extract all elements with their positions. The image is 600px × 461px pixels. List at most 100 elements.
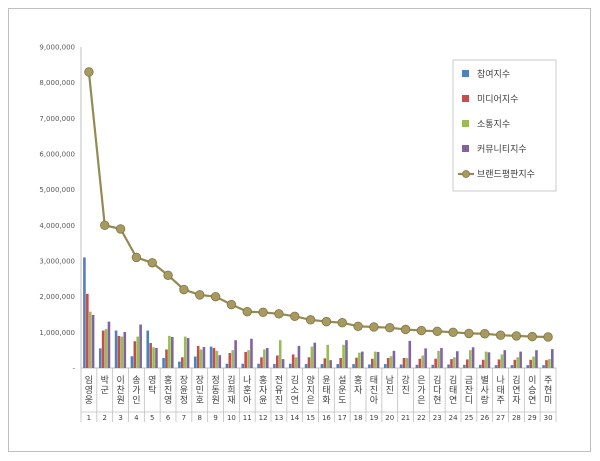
bar-미디어지수-26	[481, 359, 485, 368]
rank-label-1: 1	[87, 414, 91, 422]
bar-미디어지수-30	[545, 360, 548, 368]
point-브랜드평판지수-5	[147, 258, 157, 268]
bar-소통지수-7	[183, 336, 187, 368]
y-tick-label: 1,000,000	[39, 329, 75, 337]
bar-소통지수-8	[199, 349, 203, 368]
y-tick-label: 4,000,000	[39, 222, 75, 230]
point-브랜드평판지수-6	[163, 270, 173, 280]
bar-소통지수-23	[437, 350, 440, 368]
bar-미디어지수-20	[386, 358, 390, 368]
y-tick-label: 3,000,000	[39, 258, 75, 266]
bar-참여지수-29	[526, 365, 530, 368]
rank-label-6: 6	[166, 414, 171, 422]
point-브랜드평판지수-20	[385, 322, 395, 333]
bar-미디어지수-27	[497, 359, 501, 368]
point-브랜드평판지수-27	[495, 330, 506, 340]
bar-소통지수-12	[263, 349, 266, 368]
bar-미디어지수-1	[86, 293, 89, 368]
point-브랜드평판지수-14	[290, 311, 300, 321]
rank-label-13: 13	[274, 414, 283, 422]
bar-커뮤니티지수-15	[313, 342, 317, 368]
bar-소통지수-28	[516, 357, 520, 368]
bar-커뮤니티지수-28	[519, 351, 522, 368]
bar-커뮤니티지수-8	[202, 346, 206, 368]
rank-label-26: 26	[480, 414, 489, 422]
bar-소통지수-14	[294, 357, 298, 368]
bar-커뮤니티지수-7	[186, 338, 190, 368]
bar-참여지수-9	[209, 346, 213, 368]
bar-소통지수-13	[278, 340, 282, 368]
bar-소통지수-30	[548, 359, 551, 368]
bar-미디어지수-6	[165, 349, 168, 368]
y-tick-label: 8,000,000	[39, 79, 75, 87]
bar-참여지수-4	[130, 356, 134, 368]
bar-미디어지수-5	[149, 343, 152, 368]
bar-미디어지수-10	[228, 353, 232, 368]
legend-swatch-커뮤니티지수	[462, 145, 469, 152]
bar-커뮤니티지수-10	[234, 340, 237, 368]
bar-참여지수-2	[98, 348, 102, 368]
bar-참여지수-7	[178, 361, 181, 368]
point-브랜드평판지수-30	[543, 332, 553, 342]
bar-커뮤니티지수-16	[329, 360, 332, 368]
point-브랜드평판지수-25	[464, 328, 474, 339]
bar-참여지수-14	[288, 363, 292, 368]
bar-커뮤니티지수-29	[535, 350, 538, 368]
rank-label-29: 29	[528, 414, 537, 422]
bar-참여지수-12	[257, 363, 260, 368]
bar-커뮤니티지수-25	[471, 347, 475, 368]
bar-참여지수-23	[431, 364, 435, 368]
rank-label-9: 9	[213, 414, 217, 422]
bar-참여지수-3	[114, 330, 118, 368]
point-브랜드평판지수-15	[305, 315, 316, 325]
rank-label-11: 11	[243, 414, 252, 422]
bar-소통지수-20	[389, 356, 393, 368]
bar-참여지수-10	[225, 363, 229, 368]
bar-미디어지수-13	[276, 355, 279, 368]
bar-커뮤니티지수-27	[503, 350, 507, 368]
y-tick-label: 9,000,000	[39, 44, 75, 52]
point-브랜드평판지수-10	[226, 299, 237, 310]
bar-소통지수-5	[152, 347, 155, 368]
bar-소통지수-24	[453, 357, 456, 368]
y-tick-label: -	[72, 365, 75, 373]
bar-참여지수-21	[399, 364, 403, 368]
bar-커뮤니티지수-6	[170, 336, 174, 368]
bar-소통지수-22	[421, 355, 425, 368]
bar-참여지수-16	[320, 364, 324, 368]
bar-커뮤니티지수-24	[455, 351, 459, 368]
bar-소통지수-16	[326, 344, 330, 368]
bar-참여지수-26	[478, 364, 482, 368]
rank-label-16: 16	[322, 414, 331, 422]
bar-미디어지수-19	[371, 358, 374, 368]
rank-label-10: 10	[227, 414, 236, 422]
rank-label-22: 22	[417, 414, 426, 422]
bar-미디어지수-22	[418, 358, 422, 368]
bar-미디어지수-4	[133, 341, 137, 368]
bar-참여지수-15	[304, 364, 308, 368]
bar-커뮤니티지수-11	[250, 338, 253, 368]
bar-커뮤니티지수-30	[550, 349, 554, 368]
bar-커뮤니티지수-5	[155, 348, 158, 368]
legend-label-미디어지수: 미디어지수	[477, 94, 518, 105]
bar-소통지수-17	[342, 344, 345, 368]
bar-참여지수-27	[494, 365, 498, 368]
bar-참여지수-18	[352, 364, 355, 368]
bar-참여지수-8	[193, 356, 197, 368]
bar-미디어지수-7	[181, 357, 184, 368]
bar-커뮤니티지수-2	[107, 321, 111, 368]
bar-소통지수-25	[468, 350, 472, 368]
